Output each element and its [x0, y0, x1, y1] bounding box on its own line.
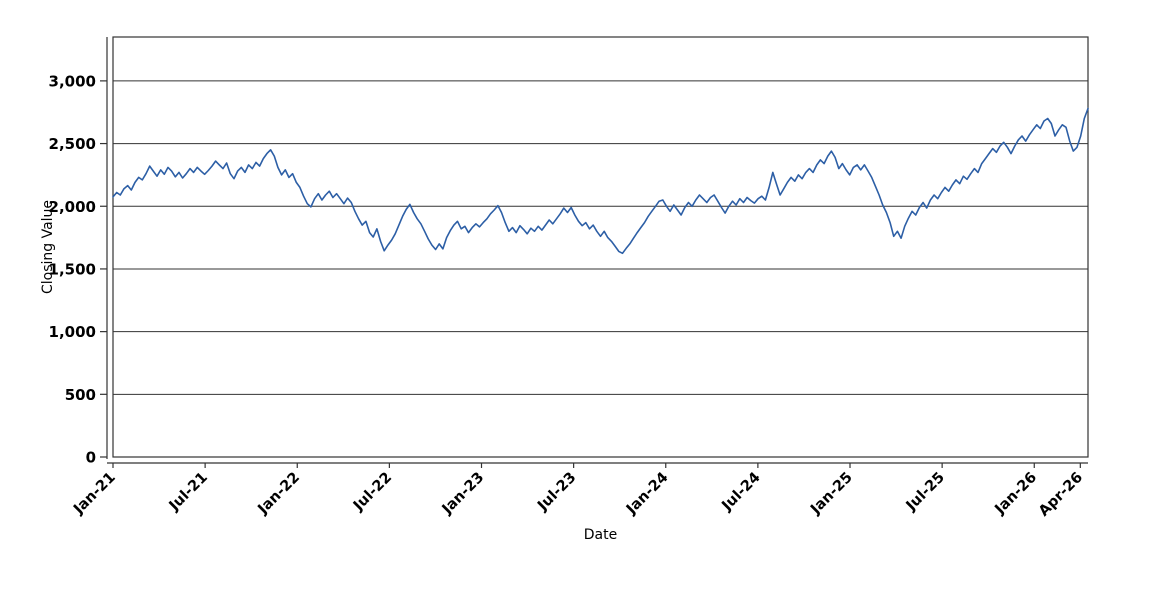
y-tick-label: 2,500 — [49, 135, 96, 153]
x-tick-label: Jul-21 — [166, 470, 211, 515]
x-tick-label: Jul-22 — [350, 470, 395, 515]
x-tick-label: Jan-22 — [254, 470, 303, 519]
y-tick-label: 500 — [65, 386, 96, 404]
y-tick-label: 2,000 — [49, 198, 96, 216]
x-tick-label: Jan-25 — [807, 470, 856, 519]
y-axis-title: Closing Value — [40, 199, 56, 295]
x-tick-label: Jul-24 — [719, 470, 764, 515]
y-tick-label: 0 — [86, 449, 96, 467]
x-tick-label: Jul-23 — [534, 470, 579, 515]
x-tick-label: Jan-21 — [70, 470, 119, 519]
x-tick-label: Jan-24 — [623, 470, 672, 519]
y-tick-label: 1,000 — [49, 323, 96, 341]
x-tick-label: Jan-26 — [992, 470, 1041, 519]
y-tick-label: 1,500 — [49, 260, 96, 278]
plot-frame — [112, 36, 1089, 458]
x-tick-label: Apr-26 — [1036, 470, 1086, 520]
x-tick-label: Jan-23 — [439, 470, 488, 519]
x-tick-label: Jul-25 — [903, 470, 948, 515]
series-line — [112, 107, 1089, 255]
y-tick-label: 3,000 — [49, 72, 96, 90]
x-axis-title: Date — [583, 527, 618, 543]
